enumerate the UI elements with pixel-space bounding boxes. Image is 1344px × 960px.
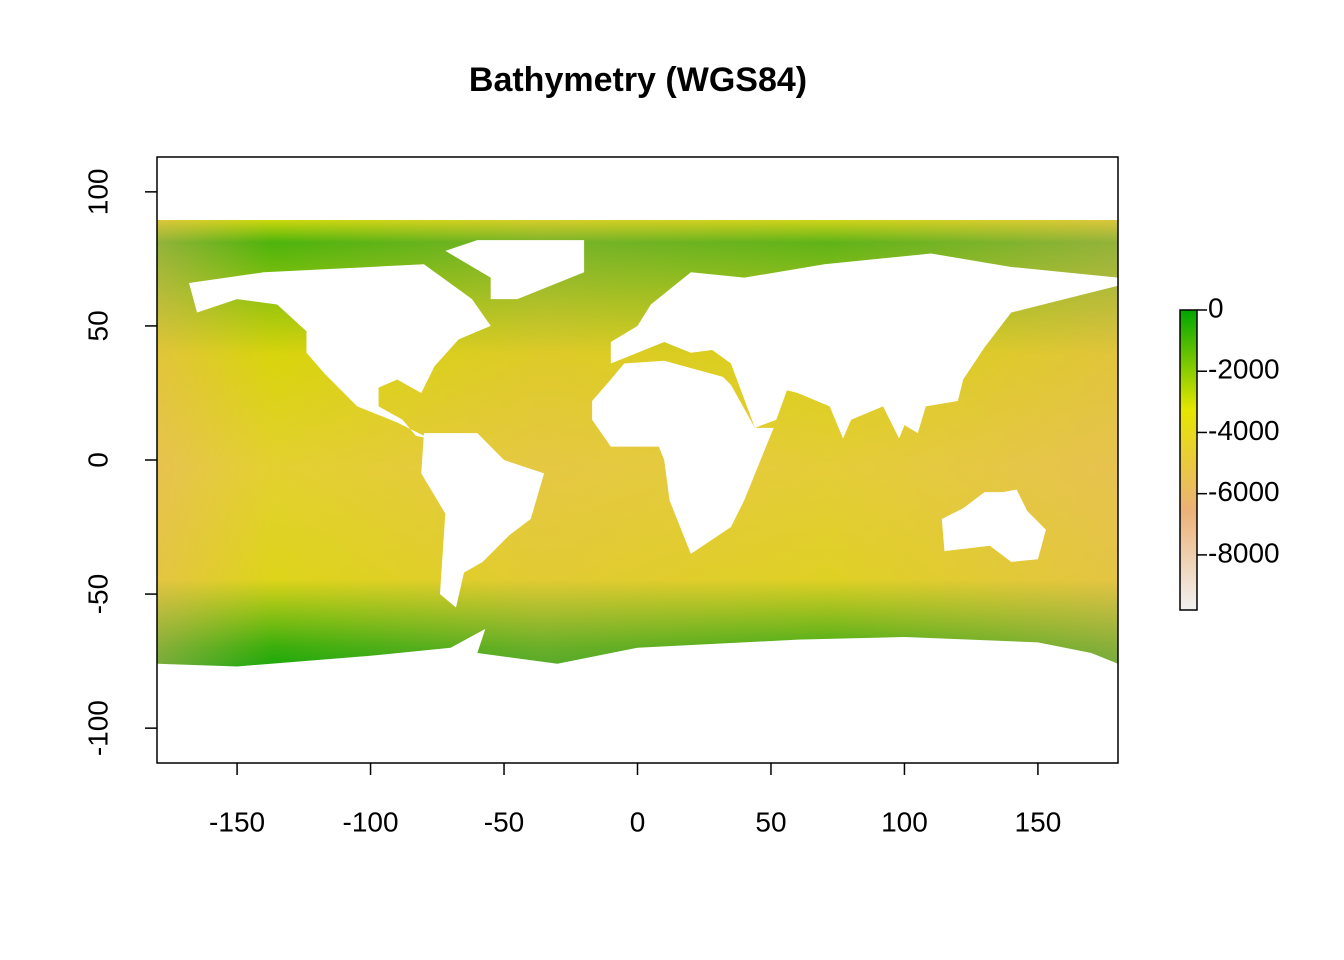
colorbar-tick-label: -6000 xyxy=(1208,476,1280,507)
y-tick-label: 100 xyxy=(82,168,113,215)
colorbar-tick-label: -4000 xyxy=(1208,415,1280,446)
chart-title: Bathymetry (WGS84) xyxy=(469,61,807,99)
land xyxy=(610,253,1118,439)
colorbar xyxy=(1179,309,1198,611)
y-tick-label: -50 xyxy=(82,574,113,614)
x-tick-label: 150 xyxy=(1015,806,1062,837)
x-tick-label: -100 xyxy=(343,806,399,837)
x-tick-label: 100 xyxy=(881,806,928,837)
land xyxy=(941,489,1046,562)
x-tick-label: -50 xyxy=(484,806,524,837)
y-tick-label: 50 xyxy=(82,310,113,341)
land xyxy=(445,240,585,300)
colorbar-tick-label: -2000 xyxy=(1208,354,1280,385)
x-tick-label: 50 xyxy=(755,806,786,837)
land xyxy=(592,360,774,554)
colorbar-tick-label: 0 xyxy=(1208,292,1224,323)
raster xyxy=(157,220,1118,702)
land xyxy=(157,628,1118,702)
colorbar-tick-label: -8000 xyxy=(1208,537,1280,568)
y-tick-label: 0 xyxy=(82,452,113,468)
land xyxy=(421,433,545,608)
y-tick-label: -100 xyxy=(82,700,113,756)
x-tick-label: -150 xyxy=(209,806,265,837)
x-tick-label: 0 xyxy=(630,806,646,837)
land xyxy=(189,264,491,439)
